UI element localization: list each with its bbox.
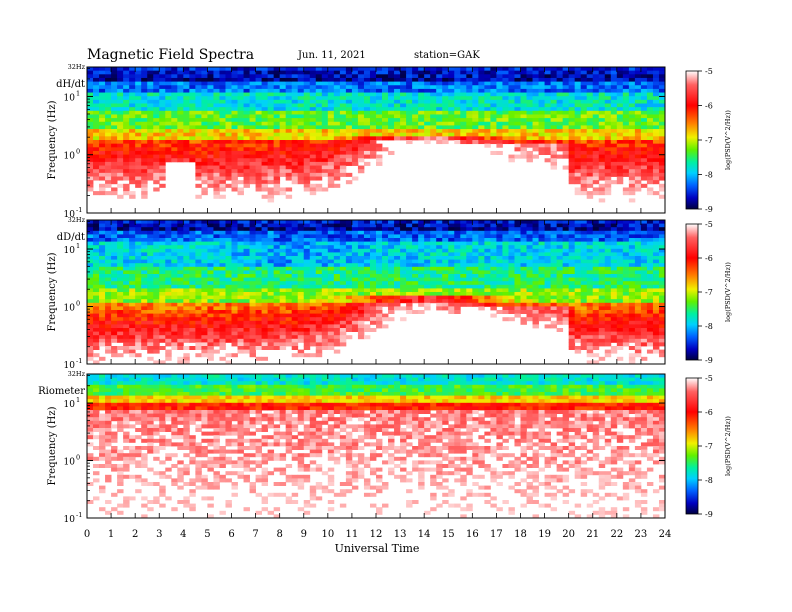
colorbar-tick-label: -9 xyxy=(705,510,713,519)
top-frequency-label: 32Hz xyxy=(68,63,86,71)
x-tick-label: 5 xyxy=(204,529,210,540)
y-tick-label: 10 xyxy=(64,246,76,256)
y-axis-label: Frequency (Hz) xyxy=(47,252,58,331)
y-tick-exponent: 1 xyxy=(76,89,80,97)
y-tick-exponent: 0 xyxy=(76,300,80,308)
y-axis-label: Frequency (Hz) xyxy=(47,406,58,485)
spectrogram-image xyxy=(87,374,666,519)
panel-label: dD/dt xyxy=(57,232,85,243)
x-tick-label: 11 xyxy=(346,529,359,540)
x-tick-label: 7 xyxy=(252,529,258,540)
y-tick-exponent: 1 xyxy=(76,242,80,250)
y-tick-exponent: -1 xyxy=(76,206,82,214)
colorbar-tick-label: -5 xyxy=(705,374,713,383)
spectrogram-image xyxy=(87,220,666,365)
top-frequency-label: 32Hz xyxy=(68,370,86,378)
colorbar-label: log(PSD(V^2/Hz)) xyxy=(724,262,732,322)
colorbar-gradient xyxy=(685,377,699,515)
colorbar-label: log(PSD(V^2/Hz)) xyxy=(724,110,732,170)
colorbar-tick-label: -7 xyxy=(705,442,713,451)
colorbar-tick-label: -5 xyxy=(705,220,713,229)
panel-label: Riometer xyxy=(38,386,85,397)
colorbar-tick-label: -9 xyxy=(705,356,713,365)
colorbar-tick-label: -6 xyxy=(705,102,713,111)
x-tick-label: 19 xyxy=(538,529,551,540)
colorbar-tick-label: -6 xyxy=(705,254,713,263)
y-tick-label: 10 xyxy=(64,304,76,314)
x-tick-label: 14 xyxy=(418,529,431,540)
spectrogram-image xyxy=(87,67,666,213)
y-tick-label: 10 xyxy=(64,458,76,468)
y-tick-exponent: 0 xyxy=(76,148,80,156)
x-tick-label: 2 xyxy=(132,529,138,540)
x-tick-label: 12 xyxy=(370,529,383,540)
y-tick-label: 10 xyxy=(64,361,76,371)
y-tick-exponent: -1 xyxy=(76,357,82,365)
colorbar: -5 -6 -7 -8 -9 log(PSD(V^2/Hz)) xyxy=(685,374,732,519)
colorbar-tick-label: -8 xyxy=(705,322,713,331)
y-tick-label: 10 xyxy=(64,515,76,525)
colorbar-tick-label: -5 xyxy=(705,67,713,76)
colorbar-tick-label: -8 xyxy=(705,171,713,180)
x-tick-label: 16 xyxy=(466,529,479,540)
x-axis: 0 1 2 3 4 5 6 7 8 9 10 11 12 13 14 15 16 17 18 19 20 21 22 23 24 xyxy=(84,529,672,540)
station-label: station=GAK xyxy=(414,50,480,61)
x-tick-label: 15 xyxy=(442,529,455,540)
y-tick-exponent: 0 xyxy=(76,454,80,462)
x-tick-label: 3 xyxy=(156,529,162,540)
y-tick-label: 10 xyxy=(64,93,76,103)
top-frequency-label: 32Hz xyxy=(68,216,86,224)
colorbar-tick-label: -7 xyxy=(705,136,713,145)
y-axis-label: Frequency (Hz) xyxy=(47,100,58,179)
x-tick-label: 0 xyxy=(84,529,90,540)
y-tick-label: 10 xyxy=(64,152,76,162)
x-axis-label: Universal Time xyxy=(335,542,420,555)
x-tick-label: 22 xyxy=(610,529,623,540)
x-tick-label: 23 xyxy=(635,529,648,540)
colorbar: -5 -6 -7 -8 -9 log(PSD(V^2/Hz)) xyxy=(685,220,732,365)
colorbar-tick-label: -8 xyxy=(705,476,713,485)
colorbar-gradient xyxy=(685,223,699,361)
colorbar-tick-label: -6 xyxy=(705,408,713,417)
x-tick-label: 6 xyxy=(228,529,234,540)
x-tick-label: 1 xyxy=(108,529,114,540)
y-tick-exponent: -1 xyxy=(76,511,82,519)
colorbar-tick-label: -9 xyxy=(705,205,713,214)
colorbar-tick-label: -7 xyxy=(705,288,713,297)
x-tick-label: 17 xyxy=(490,529,503,540)
colorbar-label: log(PSD(V^2/Hz)) xyxy=(724,416,732,476)
panel-label: dH/dt xyxy=(56,79,85,90)
x-tick-label: 24 xyxy=(659,529,672,540)
colorbar: -5 -6 -7 -8 -9 log(PSD(V^2/Hz)) xyxy=(685,67,732,214)
y-tick-exponent: 1 xyxy=(76,396,80,404)
x-tick-label: 4 xyxy=(180,529,186,540)
date-label: Jun. 11, 2021 xyxy=(297,50,366,61)
x-tick-label: 9 xyxy=(301,529,307,540)
y-tick-label: 10 xyxy=(64,400,76,410)
x-tick-label: 18 xyxy=(514,529,527,540)
x-tick-label: 8 xyxy=(276,529,282,540)
x-tick-label: 21 xyxy=(586,529,599,540)
x-tick-label: 13 xyxy=(394,529,407,540)
figure-title: Magnetic Field Spectra xyxy=(87,47,254,63)
y-tick-label: 10 xyxy=(64,210,76,220)
colorbar-gradient xyxy=(685,70,699,210)
x-tick-label: 10 xyxy=(321,529,334,540)
x-tick-label: 20 xyxy=(562,529,575,540)
